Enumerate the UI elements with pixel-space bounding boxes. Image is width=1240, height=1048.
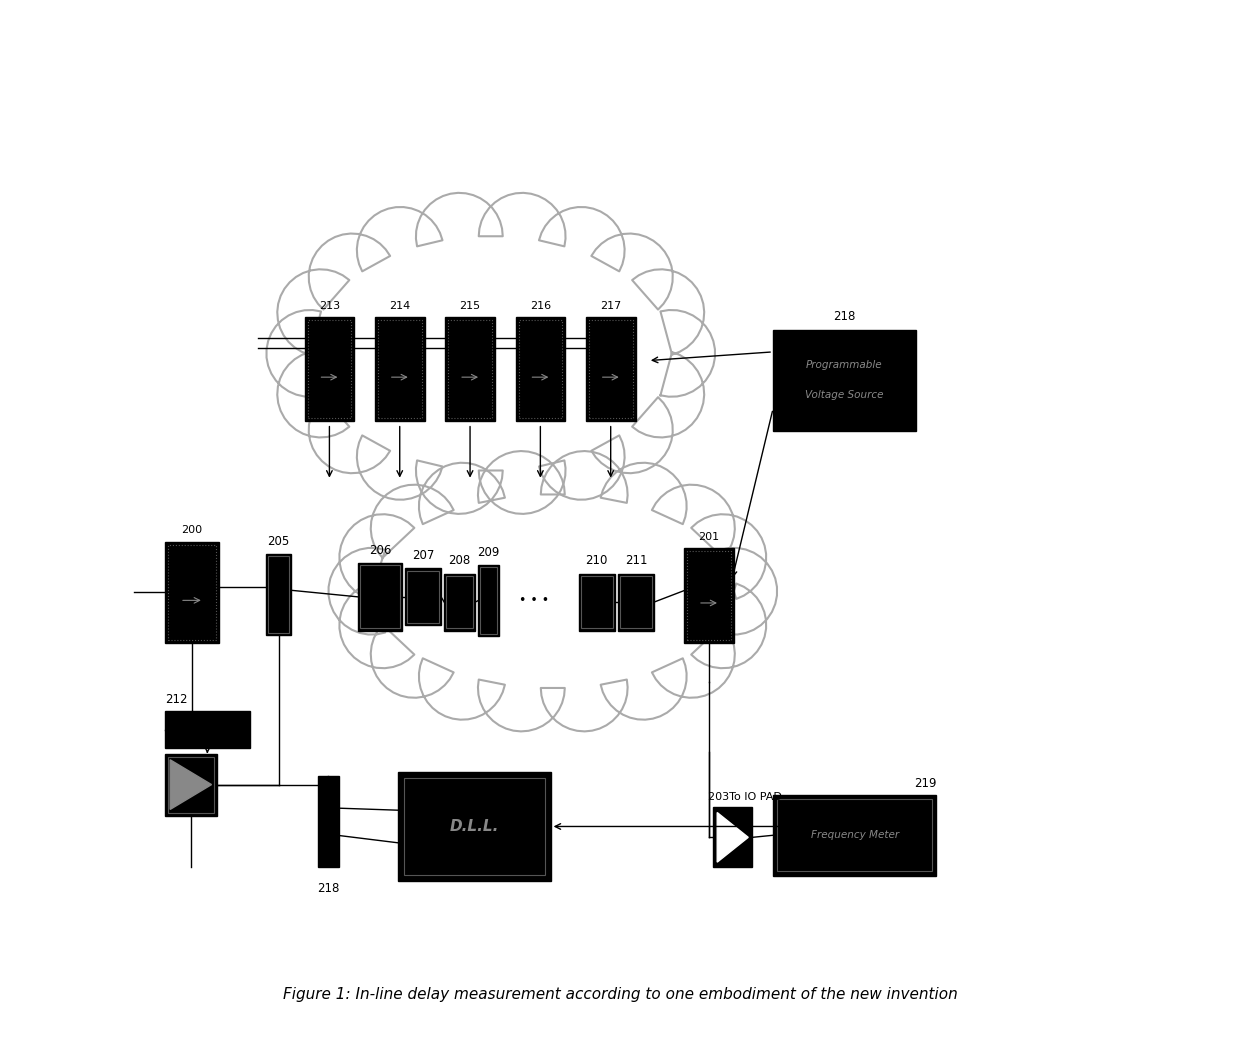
Bar — [579, 573, 615, 631]
Bar — [589, 320, 632, 417]
Bar — [480, 567, 497, 634]
Text: 218: 218 — [317, 881, 340, 895]
Text: 200: 200 — [181, 525, 202, 536]
Bar — [317, 777, 339, 868]
Bar — [407, 570, 439, 624]
Bar — [165, 542, 218, 642]
Bar — [620, 575, 652, 629]
Text: • • •: • • • — [520, 594, 549, 607]
Text: 214: 214 — [389, 301, 410, 311]
Text: Figure 1: In-line delay measurement according to one embodiment of the new inven: Figure 1: In-line delay measurement acco… — [283, 987, 957, 1002]
Bar — [687, 551, 730, 640]
Text: 219: 219 — [914, 777, 936, 790]
Bar — [404, 779, 544, 875]
Text: D.L.L.: D.L.L. — [450, 818, 498, 834]
Bar — [618, 573, 655, 631]
Text: 205: 205 — [268, 534, 290, 548]
Bar — [516, 318, 565, 420]
Text: 203To IO PAD: 203To IO PAD — [708, 792, 781, 802]
Text: 204: 204 — [165, 737, 187, 749]
Text: 206: 206 — [368, 544, 392, 558]
Text: 211: 211 — [625, 554, 647, 567]
Text: 215: 215 — [460, 301, 481, 311]
Text: 218: 218 — [833, 310, 856, 324]
Bar — [773, 795, 936, 875]
Bar — [518, 320, 562, 417]
Bar — [378, 320, 422, 417]
Text: Frequency Meter: Frequency Meter — [811, 830, 899, 840]
Bar — [448, 320, 492, 417]
Bar — [358, 563, 402, 631]
Text: 209: 209 — [477, 546, 500, 560]
Bar — [169, 545, 216, 639]
Bar — [405, 568, 441, 626]
Text: 208: 208 — [449, 554, 471, 567]
Text: 201: 201 — [698, 531, 719, 542]
Bar — [169, 757, 213, 812]
Bar — [305, 318, 355, 420]
Bar — [398, 772, 551, 880]
Polygon shape — [170, 760, 212, 809]
Bar — [308, 320, 351, 417]
Bar — [165, 754, 217, 815]
Bar — [267, 554, 291, 635]
Bar — [374, 318, 424, 420]
Bar — [585, 318, 636, 420]
Bar — [165, 712, 249, 748]
Bar — [268, 556, 289, 633]
Polygon shape — [717, 812, 748, 863]
Text: Programmable: Programmable — [806, 361, 883, 370]
Bar — [777, 799, 932, 872]
Text: 213: 213 — [319, 301, 340, 311]
Bar — [446, 575, 474, 629]
Text: 210: 210 — [585, 554, 608, 567]
Text: 217: 217 — [600, 301, 621, 311]
Text: Voltage Source: Voltage Source — [805, 391, 884, 400]
Bar — [445, 318, 495, 420]
Bar — [580, 575, 613, 629]
Bar — [361, 565, 399, 629]
Bar — [773, 329, 916, 431]
Bar — [479, 565, 498, 636]
Bar — [444, 573, 475, 631]
Text: 212: 212 — [165, 693, 187, 706]
Bar — [684, 548, 734, 642]
Text: 216: 216 — [529, 301, 551, 311]
Text: 207: 207 — [412, 549, 434, 563]
Bar — [713, 807, 753, 868]
